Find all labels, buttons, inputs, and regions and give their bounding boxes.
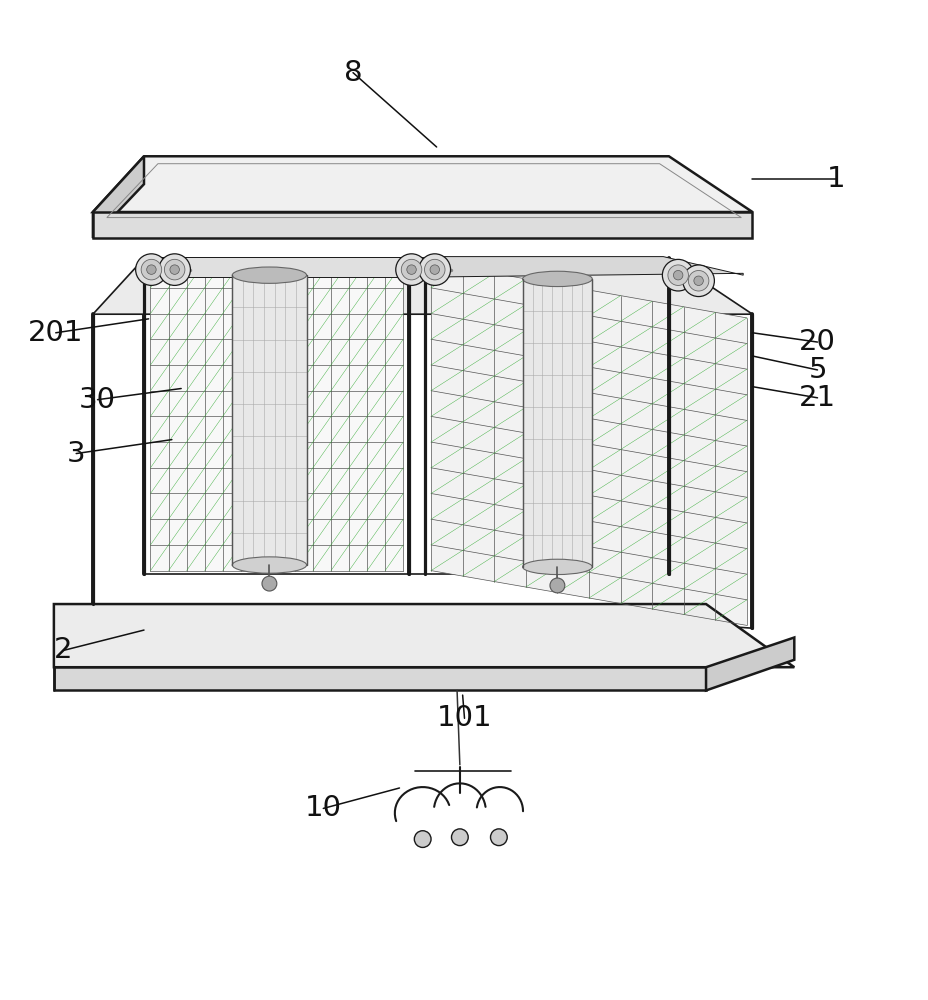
Text: 5: 5 xyxy=(807,356,826,384)
Polygon shape xyxy=(54,667,705,690)
Circle shape xyxy=(135,254,167,285)
Circle shape xyxy=(147,265,156,274)
Polygon shape xyxy=(93,156,144,238)
Circle shape xyxy=(688,270,708,291)
Circle shape xyxy=(401,259,421,280)
Circle shape xyxy=(662,259,693,291)
Polygon shape xyxy=(54,604,793,667)
Polygon shape xyxy=(431,262,746,625)
Circle shape xyxy=(430,265,439,274)
Circle shape xyxy=(395,254,427,285)
Polygon shape xyxy=(93,212,752,238)
Text: 30: 30 xyxy=(79,386,116,414)
Ellipse shape xyxy=(232,267,306,283)
Polygon shape xyxy=(232,275,306,565)
Circle shape xyxy=(490,829,507,846)
Circle shape xyxy=(414,831,431,847)
Circle shape xyxy=(682,265,714,297)
Circle shape xyxy=(673,270,682,280)
Circle shape xyxy=(159,254,190,285)
Circle shape xyxy=(424,259,445,280)
Circle shape xyxy=(549,578,564,593)
Ellipse shape xyxy=(522,271,592,287)
Text: 1: 1 xyxy=(826,165,844,193)
Text: 8: 8 xyxy=(343,59,362,87)
Ellipse shape xyxy=(232,557,306,573)
Polygon shape xyxy=(150,262,403,571)
Text: 201: 201 xyxy=(28,319,84,347)
Text: 21: 21 xyxy=(798,384,835,412)
Circle shape xyxy=(693,276,702,285)
Polygon shape xyxy=(705,637,793,690)
Text: 3: 3 xyxy=(67,440,85,468)
Text: 101: 101 xyxy=(436,704,492,732)
Polygon shape xyxy=(93,156,752,212)
Text: 20: 20 xyxy=(798,328,835,356)
Circle shape xyxy=(406,265,416,274)
Circle shape xyxy=(451,829,468,846)
Polygon shape xyxy=(522,279,592,567)
Circle shape xyxy=(419,254,450,285)
Circle shape xyxy=(141,259,161,280)
Polygon shape xyxy=(148,257,403,277)
Circle shape xyxy=(164,259,185,280)
Polygon shape xyxy=(93,258,752,314)
Circle shape xyxy=(170,265,179,274)
Circle shape xyxy=(262,576,277,591)
Text: 10: 10 xyxy=(304,794,342,822)
Circle shape xyxy=(667,265,688,285)
Ellipse shape xyxy=(522,559,592,575)
Polygon shape xyxy=(431,257,742,277)
Text: 2: 2 xyxy=(54,636,72,664)
